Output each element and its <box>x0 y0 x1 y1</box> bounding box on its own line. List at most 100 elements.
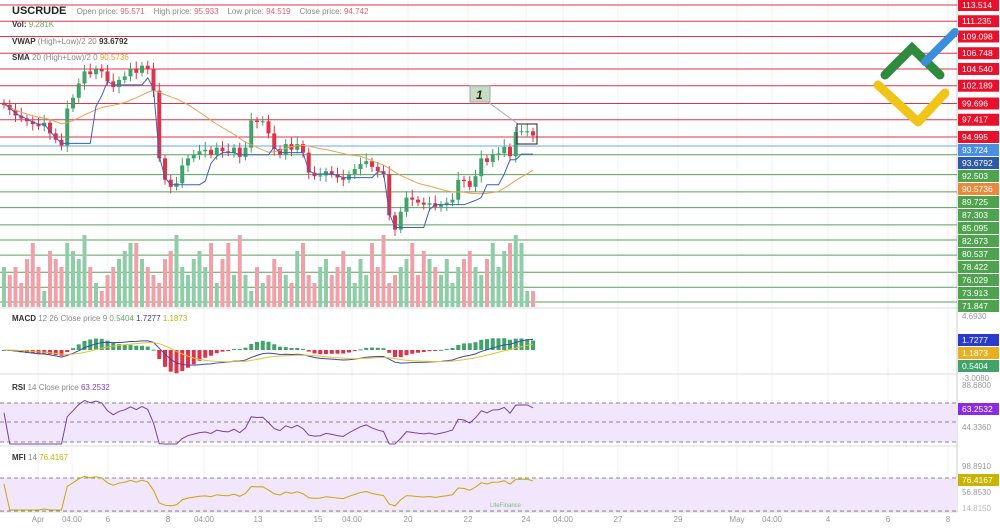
macd-histogram-bar <box>306 350 311 352</box>
macd-histogram-bar <box>174 350 179 374</box>
resistance-label: 109.098 <box>962 31 993 41</box>
candle-body <box>496 153 501 155</box>
rsi-legend[interactable]: RSI 14 Close price 63.2532 <box>12 383 110 392</box>
candle-body <box>450 199 455 203</box>
candle-body <box>404 197 409 212</box>
volume-bar <box>243 275 248 307</box>
candle-body <box>283 144 288 155</box>
volume-bar <box>203 267 208 307</box>
macd-histogram-bar <box>48 350 52 355</box>
candle-body <box>128 69 133 77</box>
vwap-legend[interactable]: VWAP (High+Low)/2 20 93.6792 <box>12 37 128 46</box>
volume-bar <box>157 283 162 307</box>
open-value: 95.571 <box>120 7 145 16</box>
volume-bar <box>117 259 121 307</box>
volume-bar <box>249 291 254 307</box>
volume-bar <box>485 259 489 307</box>
logo-yellow-check <box>873 80 950 127</box>
volume-bar <box>82 235 87 307</box>
volume-bar <box>19 283 24 307</box>
candle-body <box>232 147 236 153</box>
macd-histogram-bar <box>341 350 346 354</box>
macd-histogram-bar <box>450 347 455 350</box>
candle-body <box>387 174 392 216</box>
macd-histogram-bar <box>467 343 472 350</box>
volume-bar <box>232 275 236 307</box>
support-label-bg <box>958 196 999 209</box>
volume-bar <box>341 251 346 307</box>
candle-body <box>134 69 139 73</box>
volume-bar <box>151 275 156 307</box>
volume-bar <box>255 267 259 307</box>
macd-histogram-bar <box>59 350 64 356</box>
resistance-label-bg <box>958 79 999 92</box>
candle-body <box>410 197 415 200</box>
resistance-label: 104.540 <box>962 64 993 74</box>
macd-histogram-bar <box>347 350 351 353</box>
candle-body <box>203 149 208 152</box>
x-axis-tick: Apr <box>31 515 45 524</box>
macd-histogram-bar <box>283 347 288 350</box>
macd-histogram-bar <box>421 350 426 352</box>
macd-histogram-bar <box>531 340 535 350</box>
volume-bar <box>30 243 35 307</box>
candle-body <box>427 203 432 205</box>
candle-body <box>180 165 185 184</box>
volume-bar <box>13 267 18 307</box>
candle-body <box>260 121 265 123</box>
resistance-label: 94.995 <box>962 132 988 142</box>
x-axis-tick: 8 <box>945 515 951 524</box>
candle-body <box>439 204 443 207</box>
mfi-axis-label: 98.8910 <box>962 462 991 471</box>
volume-bar <box>306 275 311 307</box>
candle-body <box>318 175 323 177</box>
volume-bar <box>508 243 512 307</box>
x-axis-tick: 4 <box>825 515 831 524</box>
volume-bar <box>329 275 334 307</box>
vol-value: 9.281K <box>28 20 55 29</box>
resistance-label-bg <box>958 62 999 75</box>
candle-body <box>358 164 363 170</box>
candle-body <box>421 202 426 205</box>
close-value: 94.742 <box>343 7 369 16</box>
macd-histogram-bar <box>266 341 271 350</box>
volume-bar <box>214 283 219 307</box>
annotation-label: 1 <box>476 88 483 102</box>
candle-body <box>347 174 351 180</box>
support-label: 82.673 <box>962 236 988 246</box>
macd-histogram-bar <box>393 350 397 358</box>
candle-body <box>151 69 156 91</box>
volume-bar <box>36 267 41 307</box>
macd-histogram-bar <box>410 350 415 354</box>
candle-body <box>2 102 6 105</box>
support-label: 71.847 <box>962 301 988 311</box>
macd-histogram-bar <box>335 350 340 354</box>
candle-body <box>272 133 277 150</box>
volume-bar <box>318 267 323 307</box>
mfi-value: 76.4167 <box>39 453 69 462</box>
volume-bar <box>145 267 150 307</box>
macd-histogram-bar <box>65 350 70 352</box>
volume-bar <box>128 243 133 307</box>
candle-body <box>295 144 300 150</box>
macd-histogram-bar <box>71 348 75 350</box>
vwap-value: 93.6792 <box>98 37 128 46</box>
macd-histogram-bar <box>180 350 185 372</box>
sma-legend[interactable]: SMA 20 (High+Low)/2 0 90.5736 <box>12 53 129 62</box>
support-label-bg <box>958 170 999 183</box>
macd-axis-label: 1.7277 <box>962 335 988 345</box>
candle-body <box>398 211 403 230</box>
candle-body <box>186 158 190 166</box>
x-axis-tick: 6 <box>105 515 111 524</box>
macd-name: MACD <box>12 314 36 323</box>
volume-bar <box>381 235 386 307</box>
volume-bar <box>444 259 449 307</box>
litefinance-logo-icon <box>873 28 959 127</box>
volume-bar <box>266 275 271 307</box>
watermark-logo: LiteFinance <box>490 503 522 509</box>
volume-bar <box>71 251 75 307</box>
mfi-legend[interactable]: MFI 14 76.4167 <box>12 453 68 462</box>
macd-legend[interactable]: MACD 12 26 Close price 9 0.5404 1.7277 1… <box>12 314 187 323</box>
resistance-label-bg <box>958 131 999 144</box>
